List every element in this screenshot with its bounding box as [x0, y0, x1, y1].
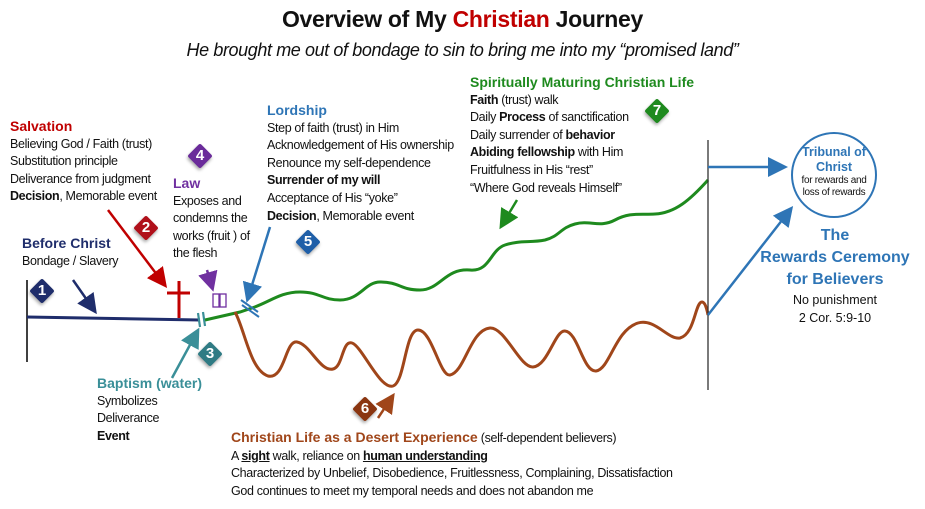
tribunal-circle	[791, 132, 877, 218]
baptism-block: Baptism (water) Symbolizes Deliverance E…	[97, 375, 203, 443]
law-arrow	[198, 269, 218, 292]
law-block: Law Exposes and condemns the works (frui…	[173, 175, 250, 261]
before-christ-heading: Before Christ	[22, 235, 111, 251]
before-christ-arrow	[71, 279, 97, 315]
stage-2-badge: 2	[133, 215, 159, 241]
salvation-heading: Salvation	[10, 118, 73, 134]
desert-arrow	[375, 392, 395, 419]
desert-life-line	[233, 300, 710, 388]
salvation-block: Salvation Believing God / Faith (trust) …	[10, 118, 157, 204]
desert-heading: Christian Life as a Desert Experience	[231, 429, 478, 445]
before-christ-block: Before Christ Bondage / Slavery	[22, 235, 119, 268]
rewards-heading: The Rewards Ceremony for Believers	[760, 227, 910, 288]
lordship-heading: Lordship	[267, 102, 327, 118]
baptism-marks-icon	[196, 311, 207, 328]
stage-7-badge: 7	[644, 98, 670, 124]
desert-block: Christian Life as a Desert Experience (s…	[231, 429, 673, 498]
cross-icon	[167, 281, 190, 318]
title-highlight: Christian	[452, 6, 550, 32]
law-heading: Law	[173, 175, 201, 191]
lordship-block: Lordship Step of faith (trust) in Him Ac…	[267, 102, 454, 223]
baptism-heading: Baptism (water)	[97, 375, 203, 391]
stage-6-badge: 6	[352, 396, 378, 422]
arrow-to-tribunal-bottom	[707, 206, 794, 316]
rewards-ceremony-block: The Rewards Ceremony for Believers No pu…	[760, 227, 910, 325]
tribunal-label: Tribunal of Christ for rewards and loss …	[801, 145, 867, 198]
tablets-of-law-icon	[212, 293, 227, 308]
salvation-arrow	[107, 209, 168, 288]
before-christ-line	[26, 315, 201, 322]
maturing-block: Spiritually Maturing Christian Life Fait…	[470, 74, 695, 195]
baptism-arrow	[170, 327, 200, 379]
maturing-heading: Spiritually Maturing Christian Life	[470, 74, 695, 90]
stage-1-badge: 1	[29, 278, 55, 304]
maturing-arrow	[499, 199, 519, 230]
maturing-life-line	[204, 178, 710, 322]
stage-3-badge: 3	[197, 341, 223, 367]
page-title: Overview of My Christian Journey	[281, 6, 644, 32]
stage-5-badge: 5	[295, 229, 321, 255]
lordship-arrow	[242, 226, 272, 303]
page-subtitle: He brought me out of bondage to sin to b…	[186, 40, 739, 60]
stage-4-badge: 4	[187, 143, 213, 169]
